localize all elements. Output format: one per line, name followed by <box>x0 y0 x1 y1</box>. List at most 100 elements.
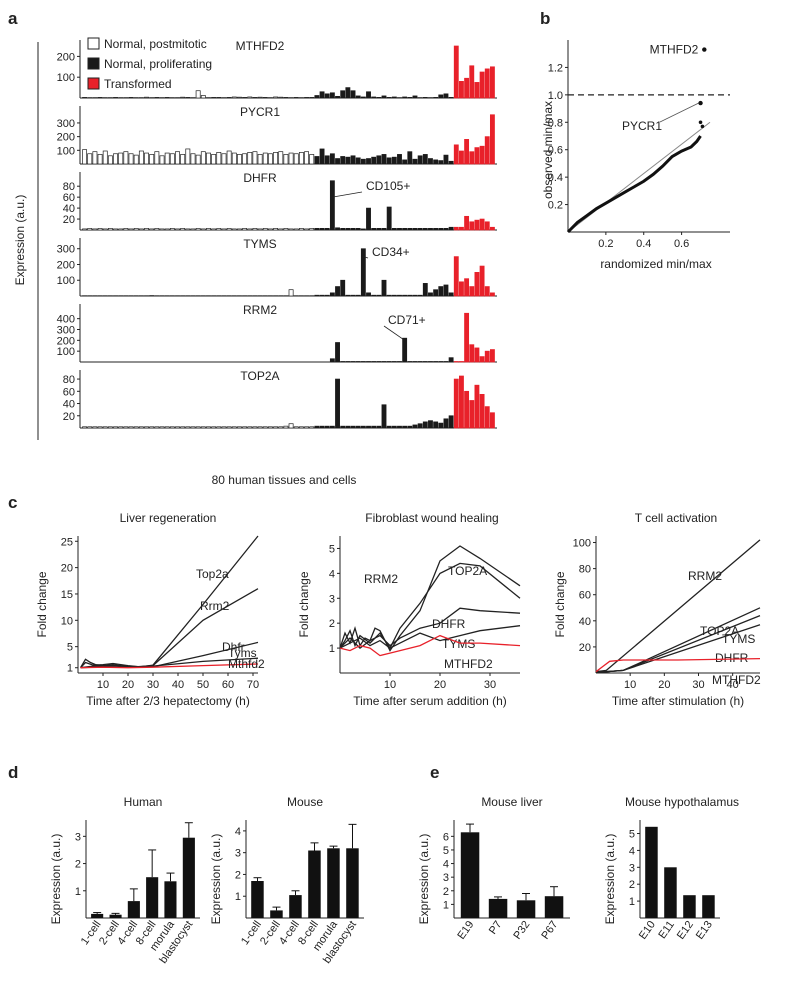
bar <box>278 228 284 231</box>
annotation-leader <box>383 325 405 341</box>
bar <box>417 228 423 231</box>
bar <box>391 156 397 165</box>
bar <box>273 228 279 231</box>
bar <box>355 361 361 363</box>
y-tick-label: 5 <box>329 543 335 555</box>
bar <box>329 180 335 231</box>
bar <box>97 228 103 231</box>
chart-title: T cell activation <box>635 511 717 525</box>
bar <box>257 228 263 231</box>
bar <box>195 154 201 165</box>
bar <box>391 361 397 363</box>
bar <box>366 425 371 429</box>
y-tick-label: 300 <box>57 325 75 337</box>
bar <box>268 426 273 429</box>
bar <box>211 154 217 165</box>
chart-title: MTHFD2 <box>236 39 285 53</box>
bar <box>288 289 294 297</box>
y-tick-label: 100 <box>57 346 75 358</box>
series-label: DHFR <box>715 651 749 665</box>
bar <box>355 95 361 99</box>
bar <box>251 881 264 918</box>
bar <box>180 96 186 99</box>
bar <box>314 425 320 429</box>
bar <box>702 895 715 918</box>
bar <box>149 228 155 231</box>
bar <box>164 97 170 99</box>
bar <box>257 96 263 99</box>
bar <box>242 153 248 165</box>
bar <box>355 157 361 165</box>
bar <box>216 97 222 99</box>
panel-letter-b: b <box>540 9 550 28</box>
x-tick-label: E12 <box>675 919 696 942</box>
bar <box>448 160 454 165</box>
bar <box>133 228 139 231</box>
bar <box>149 426 155 429</box>
bar <box>324 93 330 99</box>
bar <box>346 848 359 918</box>
bar <box>366 91 371 99</box>
bar <box>319 294 325 297</box>
x-tick-label: E11 <box>656 919 677 941</box>
bar <box>340 90 346 99</box>
x-tick-label: E13 <box>694 919 715 942</box>
bar <box>128 426 134 429</box>
bar <box>412 424 418 429</box>
bar <box>464 215 470 231</box>
bar <box>180 154 186 165</box>
bar <box>335 342 340 363</box>
bar <box>144 152 149 165</box>
bar <box>169 426 175 429</box>
bar <box>118 228 124 231</box>
bar <box>113 153 118 165</box>
bar <box>428 228 433 231</box>
y-axis-label: Expression (a.u.) <box>417 834 431 925</box>
bar <box>438 228 444 231</box>
bar <box>459 150 464 165</box>
series-label: MTHFD2 <box>444 657 493 671</box>
y-tick-label: 5 <box>67 642 73 654</box>
bar <box>417 423 423 429</box>
y-tick-label: 80 <box>579 564 591 576</box>
series-label: RRM2 <box>688 569 722 583</box>
y-tick-label: 1.0 <box>548 90 563 102</box>
legend-swatch-postmitotic <box>87 37 100 50</box>
bar <box>314 228 320 231</box>
bar <box>298 152 304 165</box>
series-line-tyms <box>339 625 521 649</box>
x-tick-label: 10 <box>624 679 636 691</box>
bar <box>247 426 253 429</box>
y-tick-label: 1 <box>235 891 241 903</box>
y-axis-label: Fold change <box>297 571 311 637</box>
bar <box>221 153 227 165</box>
y-tick-label: 300 <box>57 244 75 256</box>
bar <box>474 147 480 165</box>
bar <box>82 228 88 231</box>
bar <box>298 228 304 231</box>
bar <box>422 154 428 165</box>
bar <box>92 151 98 165</box>
bar <box>289 895 302 918</box>
bar <box>412 294 418 297</box>
bar <box>182 837 195 918</box>
bar <box>169 228 175 231</box>
bar <box>293 228 299 231</box>
bar <box>433 289 439 297</box>
panel-c-tcell-chart: T cell activation Time after stimulation … <box>553 511 761 708</box>
bar <box>169 153 175 165</box>
bar <box>397 154 402 165</box>
bar <box>283 425 289 429</box>
bar <box>412 158 418 165</box>
x-tick-label: P32 <box>511 919 532 942</box>
legend-swatch-transformed <box>87 77 100 90</box>
bar <box>324 294 330 297</box>
bar <box>417 155 423 165</box>
bar <box>371 361 377 363</box>
bar <box>340 279 346 297</box>
bar <box>484 406 490 429</box>
bar <box>484 350 490 363</box>
bar <box>113 97 118 99</box>
bar <box>324 155 330 165</box>
